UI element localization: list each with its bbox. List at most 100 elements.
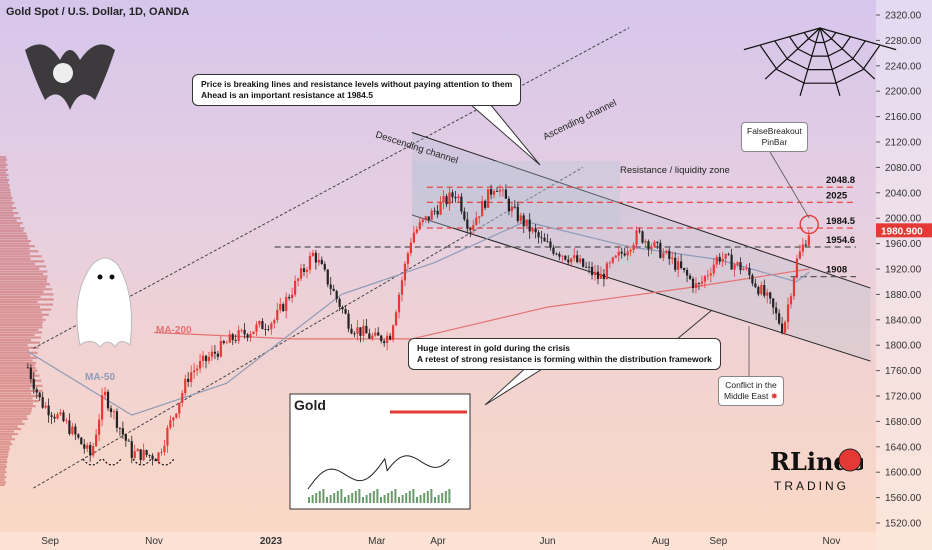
y-tick-label: 2280.00 <box>885 36 922 47</box>
candle-body <box>492 191 496 195</box>
candle-body <box>703 276 706 282</box>
descending-fill <box>412 132 871 362</box>
candle-body <box>706 275 709 277</box>
candle-body <box>466 219 469 229</box>
double-bottom-arc <box>132 458 152 466</box>
x-tick-label: Sep <box>41 536 59 547</box>
candle-body <box>86 445 89 449</box>
candle-body <box>489 189 493 195</box>
double-bottom-arc <box>82 458 102 466</box>
candle-body <box>178 402 181 414</box>
inset-volume-bar <box>390 491 393 503</box>
candle-body <box>516 206 519 221</box>
candle-body <box>403 263 407 281</box>
candle-body <box>204 355 208 361</box>
candle-body <box>688 275 692 279</box>
candle-body <box>243 329 246 335</box>
candle-body <box>273 320 276 324</box>
candle-body <box>359 327 362 336</box>
candle-body <box>383 341 386 344</box>
candle-body <box>415 229 418 233</box>
candle-body <box>579 258 582 263</box>
candle-body <box>573 255 576 259</box>
explosion-icon: ✸ <box>770 391 778 401</box>
candle-body <box>193 370 196 373</box>
candle-body <box>543 237 546 242</box>
y-tick-label: 1760.00 <box>885 366 922 377</box>
web-ring <box>774 40 866 71</box>
candle-body <box>463 211 466 220</box>
price-axis-bg <box>876 0 932 550</box>
ascending-channel-upper <box>33 27 630 349</box>
web-strand <box>764 27 821 80</box>
double-bottom-arc <box>155 458 175 466</box>
candle-body <box>697 283 701 284</box>
candle-body <box>95 434 98 447</box>
candle-body <box>29 367 32 379</box>
y-tick-label: 1920.00 <box>885 265 922 276</box>
candle-body <box>374 332 377 336</box>
candle-body <box>160 452 163 453</box>
inset-volume-bar <box>369 493 372 503</box>
candle-body <box>320 259 323 265</box>
ma200-label: MA-200 <box>156 325 192 336</box>
web-strand <box>743 27 821 51</box>
candle-body <box>26 367 29 369</box>
candle-body <box>35 389 38 393</box>
candle-body <box>795 258 799 278</box>
inset-volume-bar <box>336 491 339 503</box>
candle-body <box>457 196 460 199</box>
ghost-eye <box>109 274 115 280</box>
candle-body <box>154 459 157 462</box>
candle-body <box>391 325 395 340</box>
candle-body <box>365 325 368 334</box>
y-tick-label: 1880.00 <box>885 290 922 301</box>
candle-body <box>605 263 608 280</box>
candle-body <box>549 241 552 248</box>
candle-body <box>103 391 107 396</box>
candle-body <box>261 321 264 330</box>
candle-body <box>733 264 736 270</box>
web-ring <box>803 32 837 44</box>
candle-body <box>540 237 543 239</box>
candle-body <box>222 341 225 344</box>
candle-body <box>56 414 59 419</box>
candle-body <box>424 216 427 220</box>
candle-body <box>276 309 279 321</box>
candle-body <box>531 228 534 232</box>
candle-body <box>421 219 424 223</box>
y-tick-label: 1840.00 <box>885 315 922 326</box>
volume-profile <box>0 156 54 486</box>
candle-body <box>564 255 567 260</box>
candle-body <box>786 304 790 322</box>
candle-body <box>74 426 77 435</box>
candle-body <box>335 290 338 299</box>
time-axis-bg <box>0 532 876 550</box>
candle-body <box>196 368 199 371</box>
candle-body <box>291 294 294 299</box>
conflict-note: Conflict in the Middle East ✸ <box>718 376 784 406</box>
candle-body <box>77 434 80 438</box>
candle-body <box>270 323 273 330</box>
candle-body <box>504 189 508 199</box>
candle-body <box>778 313 781 324</box>
inset-volume-bar <box>376 489 379 503</box>
candle-body <box>175 413 178 418</box>
inset-volume-bar <box>322 489 325 503</box>
candle-body <box>246 334 249 338</box>
candle-body <box>445 196 448 205</box>
gold-inset-chart: Gold <box>289 393 471 510</box>
candle-body <box>136 449 139 452</box>
candle-body <box>677 261 680 270</box>
candle-body <box>299 268 303 279</box>
candle-body <box>694 283 698 288</box>
candle-body <box>475 217 478 226</box>
candle-body <box>285 296 288 311</box>
candle-body <box>709 273 712 276</box>
ghost-icon <box>76 257 132 348</box>
candle-body <box>635 230 638 245</box>
candle-body <box>552 247 555 254</box>
double-bottom-arc <box>102 458 122 466</box>
candle-body <box>353 333 356 335</box>
